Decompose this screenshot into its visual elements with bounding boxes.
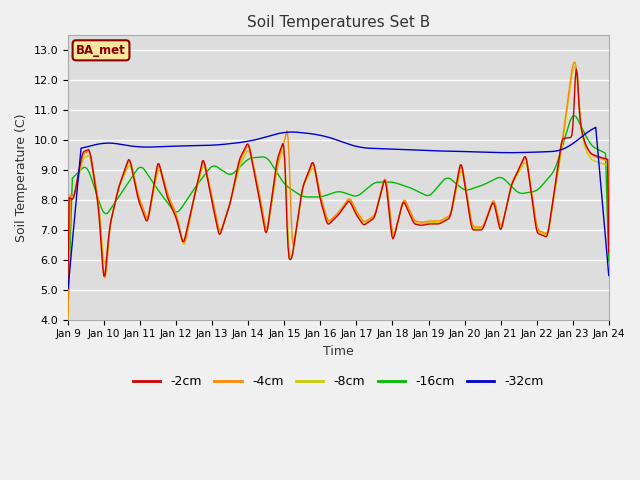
X-axis label: Time: Time <box>323 345 354 358</box>
Title: Soil Temperatures Set B: Soil Temperatures Set B <box>247 15 430 30</box>
Y-axis label: Soil Temperature (C): Soil Temperature (C) <box>15 113 28 242</box>
Text: BA_met: BA_met <box>76 44 126 57</box>
Legend: -2cm, -4cm, -8cm, -16cm, -32cm: -2cm, -4cm, -8cm, -16cm, -32cm <box>128 370 549 393</box>
